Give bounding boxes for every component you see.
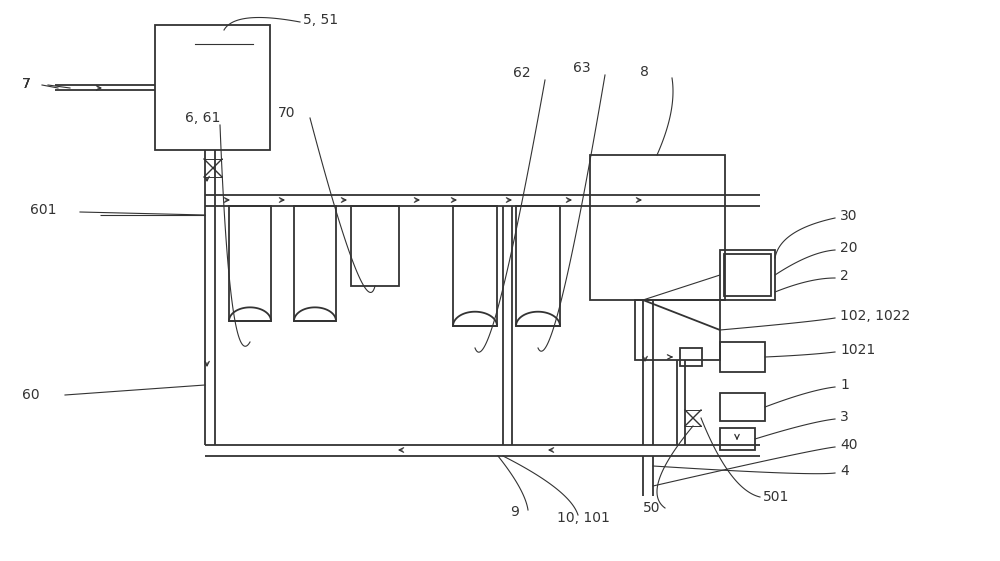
Text: 1: 1 <box>840 378 849 392</box>
Text: 2: 2 <box>840 269 849 283</box>
Text: 501: 501 <box>763 490 789 504</box>
Bar <box>720 428 755 450</box>
Text: 30: 30 <box>840 209 858 223</box>
Text: 6, 61: 6, 61 <box>185 111 220 125</box>
Text: 601: 601 <box>30 203 56 217</box>
Text: 3: 3 <box>840 410 849 424</box>
Bar <box>516 206 560 326</box>
Bar <box>724 254 771 296</box>
Text: 5, 51: 5, 51 <box>303 13 338 27</box>
Text: 62: 62 <box>513 66 531 80</box>
Text: 7: 7 <box>22 77 31 91</box>
Bar <box>155 25 270 150</box>
Bar <box>453 206 497 326</box>
Text: 10, 101: 10, 101 <box>557 511 610 525</box>
Bar <box>351 206 399 286</box>
Bar <box>720 250 775 300</box>
Text: 63: 63 <box>573 61 591 75</box>
Bar <box>294 206 336 321</box>
Bar <box>635 300 720 360</box>
Text: 4: 4 <box>840 464 849 478</box>
Text: 9: 9 <box>510 505 519 519</box>
Bar <box>720 393 765 421</box>
Text: 70: 70 <box>278 106 296 120</box>
Text: 1021: 1021 <box>840 343 875 357</box>
Text: 20: 20 <box>840 241 858 255</box>
Bar <box>590 155 725 300</box>
Text: 40: 40 <box>840 438 858 452</box>
Bar <box>229 206 271 321</box>
Bar <box>680 348 702 366</box>
Text: 8: 8 <box>640 65 649 79</box>
Text: 102, 1022: 102, 1022 <box>840 309 910 323</box>
Text: 7: 7 <box>22 77 31 91</box>
Text: 60: 60 <box>22 388 40 402</box>
Bar <box>720 342 765 372</box>
Text: 50: 50 <box>643 501 660 515</box>
Text: 7: 7 <box>22 77 31 91</box>
